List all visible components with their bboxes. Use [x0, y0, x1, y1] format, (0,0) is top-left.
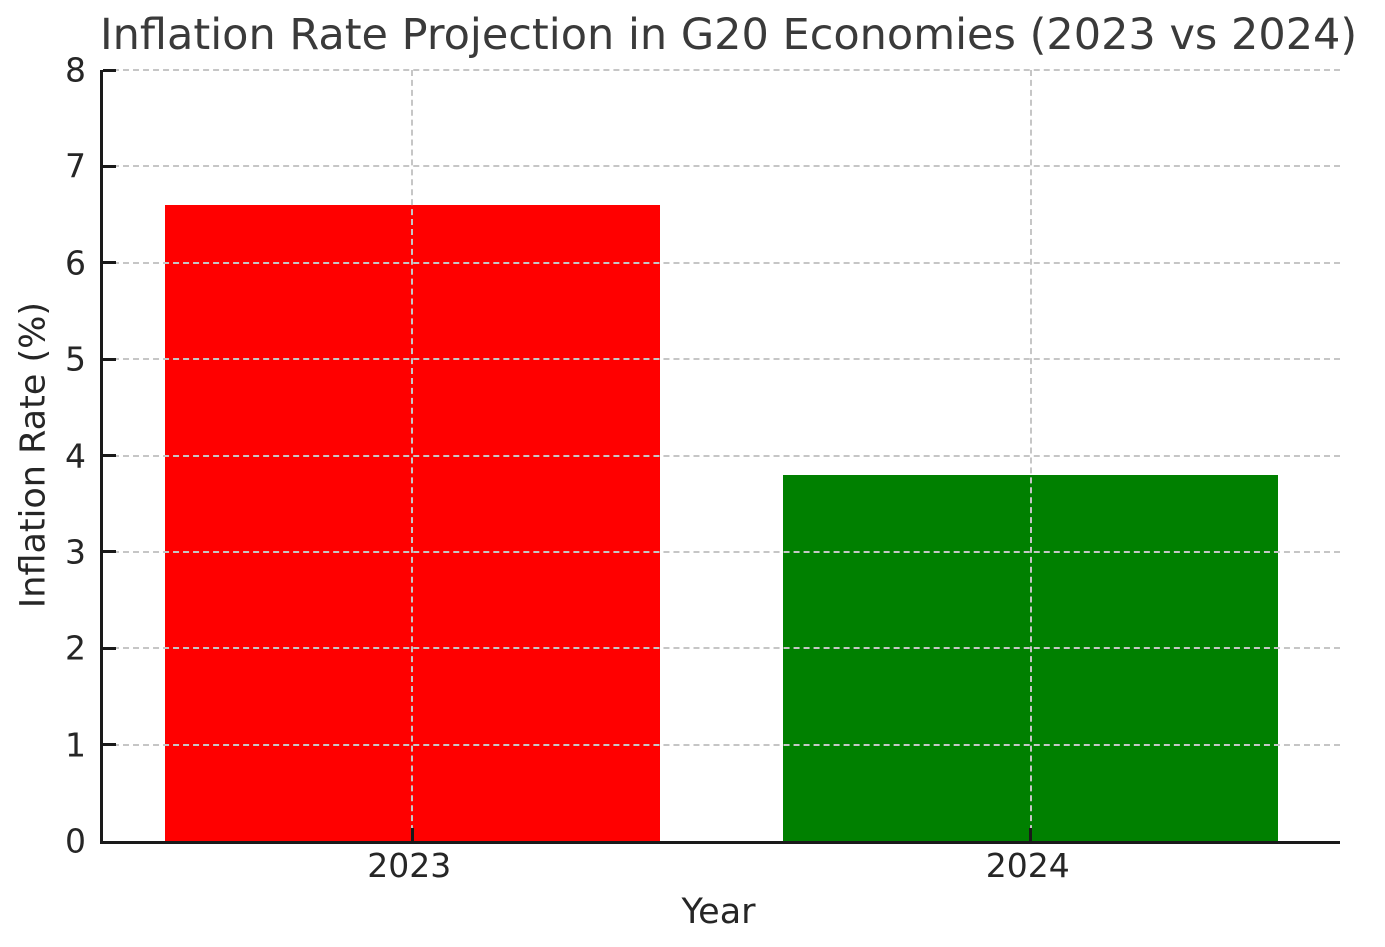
y-tick-label: 5: [65, 339, 86, 379]
y-tick-label: 2: [65, 628, 86, 668]
y-tick-label: 4: [65, 436, 86, 475]
y-tick-mark: [103, 550, 116, 554]
y-tick-mark: [103, 164, 116, 168]
y-tick-mark: [103, 68, 116, 72]
gridline-horizontal: [103, 454, 1340, 457]
x-tick-mark: [410, 828, 414, 841]
gridline-horizontal: [103, 69, 1340, 71]
y-tick-mark: [103, 743, 116, 747]
gridline-horizontal: [103, 261, 1340, 264]
y-tick-label: 3: [65, 532, 86, 572]
chart-title: Inflation Rate Projection in G20 Economi…: [100, 10, 1358, 60]
y-tick-label: 0: [65, 821, 86, 861]
y-tick-label: 8: [65, 50, 86, 90]
gridline-horizontal: [103, 647, 1340, 650]
plot-area: [100, 68, 1340, 844]
gridline-horizontal: [103, 743, 1340, 746]
x-axis-label: Year: [681, 892, 756, 932]
y-tick-label: 6: [65, 243, 86, 283]
y-tick-label: 1: [65, 725, 86, 765]
y-tick-mark: [103, 261, 116, 265]
y-tick-mark: [103, 357, 116, 361]
y-tick-mark: [103, 646, 116, 650]
x-tick-label: 2024: [985, 846, 1070, 885]
y-tick-label: 7: [65, 146, 86, 186]
x-tick-mark: [1029, 828, 1033, 841]
gridline-horizontal: [103, 550, 1340, 553]
x-tick-label: 2023: [367, 846, 452, 885]
gridline-horizontal: [103, 358, 1340, 361]
y-tick-mark: [103, 454, 116, 457]
gridline-horizontal: [103, 165, 1340, 168]
